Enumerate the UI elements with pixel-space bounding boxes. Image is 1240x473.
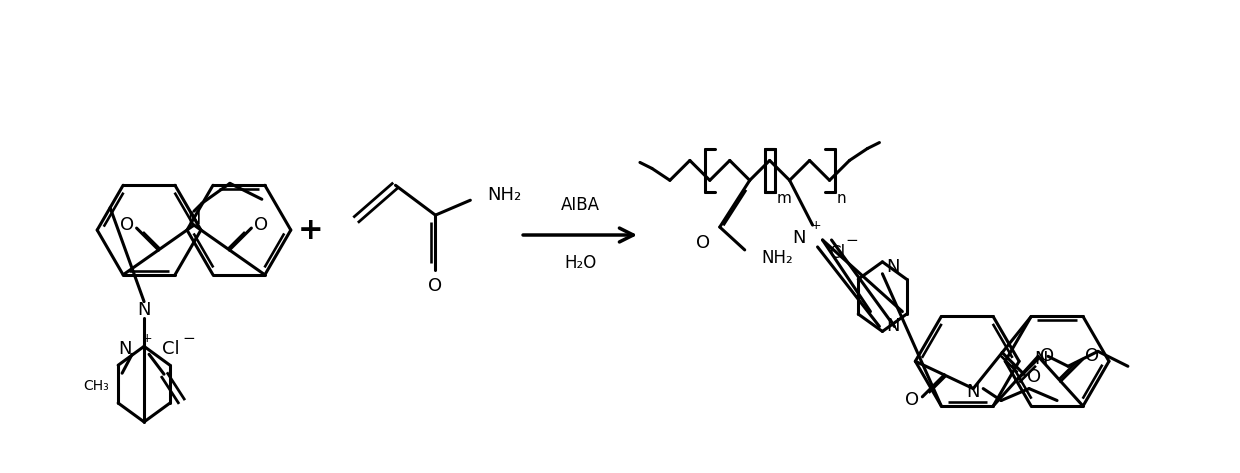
Text: AIBA: AIBA: [560, 196, 600, 214]
Text: Cl: Cl: [162, 341, 180, 359]
Text: N: N: [966, 383, 980, 401]
Text: Cl: Cl: [830, 244, 846, 262]
Text: N: N: [887, 258, 900, 276]
Text: O: O: [1027, 368, 1042, 386]
Text: O: O: [1085, 347, 1100, 365]
Text: O: O: [428, 277, 443, 295]
Text: +: +: [143, 332, 153, 345]
Text: n: n: [837, 191, 846, 206]
Text: +: +: [298, 216, 324, 245]
Text: N: N: [119, 341, 133, 359]
Text: O: O: [696, 234, 709, 252]
Text: +: +: [810, 219, 821, 232]
Text: CH₃: CH₃: [83, 379, 109, 393]
Text: H₂O: H₂O: [564, 254, 596, 272]
Text: O: O: [254, 216, 268, 234]
Text: −: −: [846, 234, 858, 248]
Text: N: N: [187, 210, 201, 228]
Text: N: N: [887, 317, 900, 335]
Text: O: O: [1040, 347, 1054, 365]
Text: NH₂: NH₂: [761, 249, 794, 267]
Text: N: N: [1034, 350, 1048, 368]
Text: −: −: [182, 331, 195, 346]
Text: m: m: [776, 191, 791, 206]
Text: O: O: [119, 216, 134, 234]
Text: N: N: [138, 300, 151, 319]
Text: NH₂: NH₂: [487, 186, 522, 204]
Text: O: O: [905, 391, 919, 409]
Text: N: N: [792, 229, 806, 247]
